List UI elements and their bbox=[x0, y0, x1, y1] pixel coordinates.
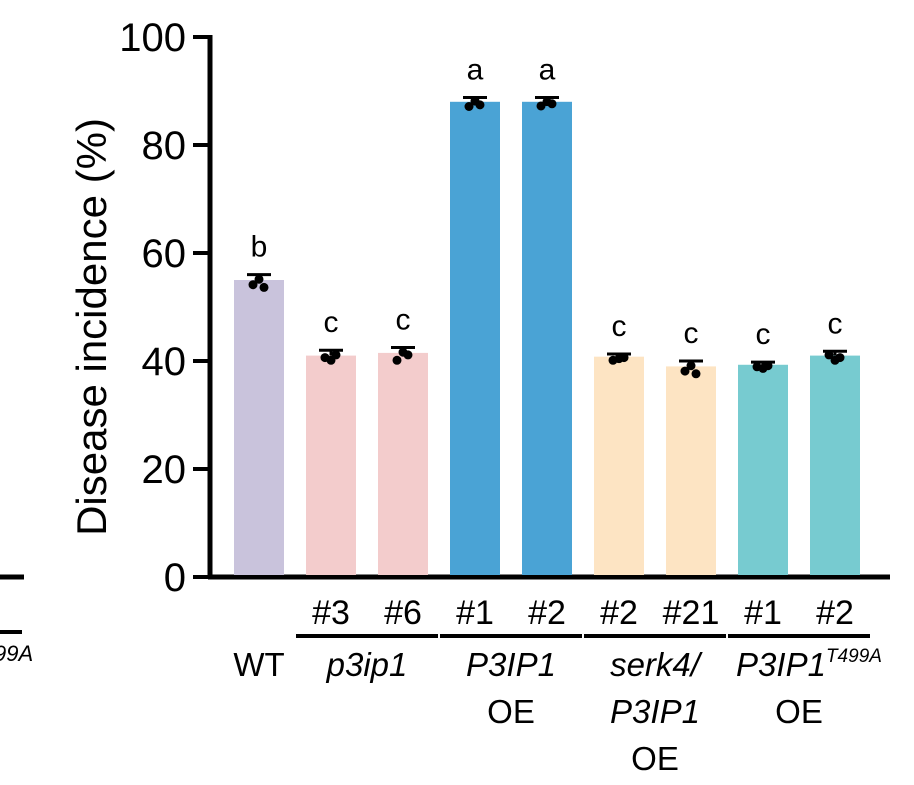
bar bbox=[378, 352, 428, 575]
data-point bbox=[835, 353, 845, 363]
bar-number-label: #1 bbox=[456, 594, 494, 632]
y-tick-label: 60 bbox=[142, 232, 187, 276]
group-label-superscript: T499A bbox=[826, 646, 882, 667]
group-label: P3IP1 bbox=[466, 646, 556, 683]
bar bbox=[666, 366, 716, 575]
data-point bbox=[248, 280, 258, 290]
significance-letter: a bbox=[467, 53, 484, 86]
data-point bbox=[763, 361, 773, 371]
cropped-left-panel-fragment: 99A bbox=[0, 574, 33, 666]
data-point bbox=[331, 350, 341, 360]
bars-layer: b c c a a c c c c bbox=[234, 53, 860, 576]
data-point bbox=[691, 369, 701, 379]
bar-number-label: #2 bbox=[528, 594, 566, 632]
data-point bbox=[403, 350, 413, 360]
bar-number-label: #2 bbox=[600, 594, 638, 632]
group-label: P3IP1T499A bbox=[736, 646, 882, 683]
data-point bbox=[619, 353, 629, 363]
axes: 0 20 40 60 80 100 Disease incidence (%) bbox=[68, 16, 890, 600]
bar-number-label: #21 bbox=[663, 594, 720, 632]
y-tick-label: 40 bbox=[142, 340, 187, 384]
group-label: OE bbox=[631, 740, 679, 777]
group-label: OE bbox=[775, 693, 823, 730]
bar bbox=[522, 101, 572, 576]
group-label: p3ip1 bbox=[326, 646, 408, 683]
significance-letter: c bbox=[828, 307, 843, 340]
group-label: WT bbox=[233, 646, 284, 683]
data-point bbox=[254, 274, 264, 284]
significance-letter: c bbox=[756, 318, 771, 351]
bar-number-label: #6 bbox=[384, 594, 422, 632]
data-point bbox=[680, 366, 690, 376]
data-point bbox=[475, 100, 485, 110]
bar bbox=[594, 356, 644, 575]
x-labels-layer: #3 #6 #1 #2 #2 #21 #1 #2 WT p3ip1 P3IP1 OE serk4/P3I… bbox=[233, 594, 882, 777]
bar bbox=[738, 364, 788, 575]
bar bbox=[810, 355, 860, 575]
y-axis-title: Disease incidence (%) bbox=[68, 118, 115, 536]
group-label: OE bbox=[487, 693, 535, 730]
bar bbox=[306, 355, 356, 575]
data-point bbox=[464, 102, 474, 111]
data-point bbox=[259, 282, 269, 292]
y-tick-label: 20 bbox=[142, 448, 187, 492]
data-point bbox=[392, 355, 402, 365]
significance-letter: c bbox=[324, 306, 339, 339]
data-point bbox=[686, 361, 696, 371]
y-tick-label: 80 bbox=[142, 124, 187, 168]
bar bbox=[234, 280, 284, 575]
significance-letter: a bbox=[539, 53, 556, 86]
bar bbox=[450, 101, 500, 576]
y-tick-label: 100 bbox=[119, 16, 186, 60]
bar-number-label: #1 bbox=[744, 594, 782, 632]
significance-letter: c bbox=[612, 310, 627, 343]
significance-letter: c bbox=[396, 304, 411, 337]
group-label: P3IP1 bbox=[610, 693, 700, 730]
significance-letter: c bbox=[684, 317, 699, 350]
bar-number-label: #3 bbox=[312, 594, 350, 632]
data-point bbox=[547, 99, 557, 109]
bar-number-label: #2 bbox=[816, 594, 854, 632]
y-tick-label: 0 bbox=[164, 556, 186, 600]
data-point bbox=[824, 350, 834, 360]
group-label: serk4/ bbox=[610, 646, 703, 683]
cropped-left-label: 99A bbox=[0, 641, 33, 666]
significance-letter: b bbox=[251, 231, 268, 264]
